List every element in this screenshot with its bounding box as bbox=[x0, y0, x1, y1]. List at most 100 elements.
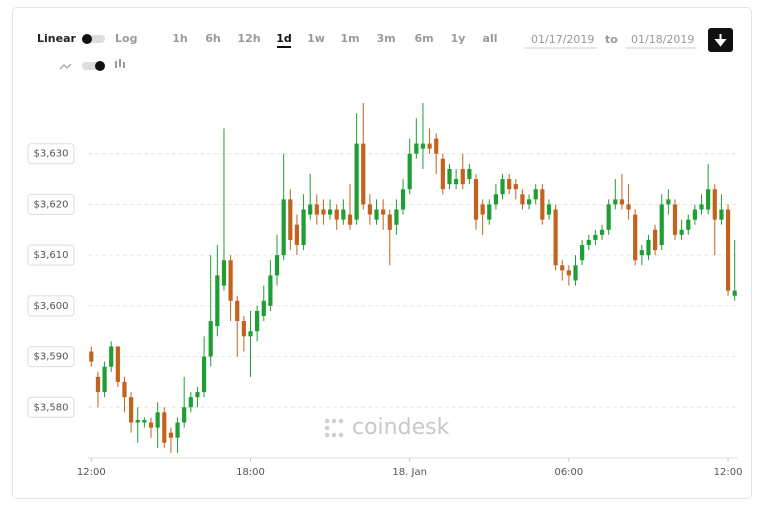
candle-body bbox=[414, 143, 419, 154]
candle-body bbox=[606, 204, 611, 230]
candle-body bbox=[447, 168, 452, 185]
candle-body bbox=[599, 229, 605, 235]
candle-body bbox=[420, 143, 426, 149]
candle-body bbox=[221, 260, 227, 286]
range-selector: 1h 6h 12h 1d 1w 1m 3m 6m 1y all bbox=[172, 32, 497, 48]
candle-body bbox=[314, 204, 319, 215]
range-option[interactable]: 12h bbox=[237, 32, 260, 45]
candle-body bbox=[533, 189, 538, 200]
y-tick-box bbox=[27, 396, 75, 418]
x-tick-label: 12:00 bbox=[714, 467, 743, 478]
range-option[interactable]: 1h bbox=[172, 32, 188, 45]
candle-body bbox=[672, 204, 678, 235]
x-tick-label: 18:00 bbox=[236, 467, 265, 478]
candle-body bbox=[374, 209, 379, 220]
candle-body bbox=[493, 194, 499, 205]
date-separator: to bbox=[605, 33, 618, 46]
candle-body bbox=[467, 168, 472, 180]
candle-body bbox=[148, 422, 154, 428]
candle-body bbox=[686, 219, 691, 230]
candle-body bbox=[268, 275, 273, 306]
candle-body bbox=[341, 209, 346, 220]
y-tick-label: $3,610 bbox=[34, 250, 69, 261]
y-tick-box bbox=[27, 244, 75, 266]
range-option[interactable]: 1m bbox=[340, 32, 359, 45]
y-tick-box bbox=[27, 143, 75, 165]
candle-body bbox=[367, 204, 372, 215]
line-icon[interactable] bbox=[59, 63, 72, 70]
candle-body bbox=[659, 204, 664, 245]
y-tick-box bbox=[27, 346, 75, 368]
y-tick-label: $3,620 bbox=[34, 199, 69, 210]
candle-body bbox=[182, 407, 187, 423]
candle-body bbox=[566, 270, 571, 276]
candle-body bbox=[613, 199, 618, 205]
date-to[interactable]: 01/18/2019 bbox=[631, 33, 694, 46]
candle-body bbox=[712, 189, 717, 220]
candle-body bbox=[460, 168, 465, 185]
candle-body bbox=[215, 275, 220, 327]
scale-linear[interactable]: Linear bbox=[37, 32, 76, 45]
candle-body bbox=[573, 265, 578, 281]
x-tick-label: 12:00 bbox=[77, 467, 106, 478]
candle-body bbox=[95, 376, 101, 393]
download-icon bbox=[714, 34, 727, 47]
candle-body bbox=[487, 204, 492, 220]
candle-body bbox=[560, 265, 565, 271]
y-tick-label: $3,580 bbox=[34, 402, 69, 413]
y-tick-box bbox=[27, 193, 75, 215]
range-option[interactable]: 1y bbox=[451, 32, 466, 45]
range-option[interactable]: 1d bbox=[276, 32, 292, 45]
candle-body bbox=[381, 209, 386, 215]
candle-body bbox=[619, 199, 625, 205]
candle-body bbox=[129, 397, 134, 423]
candle-body bbox=[407, 153, 412, 190]
range-option[interactable]: 6h bbox=[205, 32, 221, 45]
candle-body bbox=[235, 300, 240, 322]
candle-body bbox=[480, 204, 485, 215]
candle-body bbox=[546, 204, 552, 215]
plot: $3,580 $3,590 $3,600 $3,610 $3,620 $3,630 12:0… bbox=[27, 103, 743, 478]
watermark: coindesk bbox=[352, 415, 450, 440]
card bbox=[12, 7, 752, 499]
candle-body bbox=[142, 419, 147, 423]
candle-body bbox=[553, 209, 558, 266]
candle-body bbox=[115, 346, 120, 382]
candle-body bbox=[281, 199, 286, 256]
candle-body bbox=[122, 381, 127, 398]
candle-body bbox=[513, 184, 518, 190]
range-active-underline bbox=[277, 46, 291, 48]
range-option[interactable]: 6m bbox=[414, 32, 433, 45]
range-option[interactable]: 3m bbox=[376, 32, 395, 45]
x-tick-label: 18. Jan bbox=[392, 467, 427, 478]
date-from[interactable]: 01/17/2019 bbox=[531, 33, 594, 46]
y-tick-label: $3,630 bbox=[34, 149, 69, 160]
candle-body bbox=[725, 209, 731, 291]
candle-icon[interactable] bbox=[115, 59, 125, 68]
y-tick-box bbox=[27, 295, 75, 317]
candle-body bbox=[347, 214, 353, 225]
range-option[interactable]: all bbox=[483, 32, 498, 45]
candle-body bbox=[394, 209, 399, 225]
candle-body bbox=[195, 392, 200, 398]
candle-body bbox=[361, 143, 366, 205]
candle-body bbox=[500, 179, 505, 195]
candle-body bbox=[301, 209, 306, 245]
candle-body bbox=[540, 189, 545, 220]
candle-body bbox=[692, 209, 697, 220]
x-tick-label: 06:00 bbox=[554, 467, 583, 478]
candle-body bbox=[454, 179, 459, 185]
candle-body bbox=[440, 158, 445, 190]
candle-body bbox=[434, 138, 439, 154]
watermark-logo bbox=[324, 418, 344, 438]
range-option[interactable]: 1w bbox=[307, 32, 325, 45]
toggle-knob bbox=[95, 61, 105, 71]
candle-body bbox=[241, 321, 246, 337]
y-tick-label: $3,590 bbox=[34, 352, 69, 363]
candle-body bbox=[334, 209, 339, 220]
candle-body bbox=[580, 245, 585, 261]
candle-body bbox=[294, 224, 300, 245]
scale-log[interactable]: Log bbox=[115, 32, 137, 45]
candle-body bbox=[626, 204, 631, 210]
